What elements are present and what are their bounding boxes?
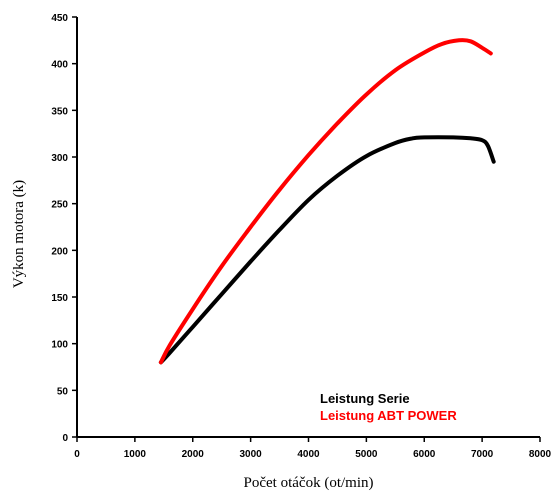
- axes: 0 50 100 150 200 250 300 350 400 450 0 1000 2000 3000…: [51, 13, 551, 460]
- y-tick-label: 300: [51, 153, 68, 164]
- x-tick-label: 7000: [471, 449, 494, 460]
- y-tick-label: 0: [62, 433, 68, 444]
- x-tick-label: 0: [74, 449, 80, 460]
- y-tick-label: 400: [51, 60, 68, 71]
- y-tick-label: 350: [51, 106, 68, 117]
- x-tick-label: 5000: [355, 449, 378, 460]
- x-tick-label: 8000: [529, 449, 552, 460]
- legend-entry-abt-power: Leistung ABT POWER: [320, 408, 457, 423]
- y-tick-label: 50: [57, 386, 69, 397]
- x-axis-title: Počet otáčok (ot/min): [244, 475, 374, 491]
- series-group: [158, 38, 496, 365]
- y-tick-label: 250: [51, 200, 68, 211]
- y-tick-label: 450: [51, 13, 68, 24]
- series-line-1: [158, 38, 493, 365]
- x-tick-label: 1000: [124, 449, 147, 460]
- x-tick-label: 3000: [240, 449, 263, 460]
- series-line-0: [158, 135, 496, 365]
- x-tick-label: 6000: [413, 449, 436, 460]
- y-tick-label: 200: [51, 246, 68, 257]
- legend: Leistung Serie Leistung ABT POWER: [320, 391, 457, 423]
- y-tick-label: 150: [51, 293, 68, 304]
- legend-entry-serie: Leistung Serie: [320, 391, 410, 406]
- y-tick-label: 100: [51, 340, 68, 351]
- y-axis-title: Výkon motora (k): [11, 180, 27, 288]
- x-tick-label: 4000: [297, 449, 320, 460]
- x-tick-label: 2000: [182, 449, 205, 460]
